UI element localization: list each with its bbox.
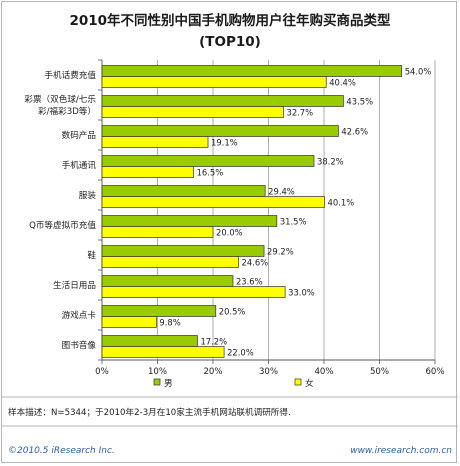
bar-female xyxy=(101,286,286,298)
bar-male xyxy=(101,185,266,197)
data-label: 29.2% xyxy=(267,246,294,256)
bar-female xyxy=(101,166,194,178)
x-tick-label: 60% xyxy=(425,367,444,377)
data-label: 33.0% xyxy=(288,287,315,297)
bar-female xyxy=(101,316,157,328)
legend-label: 男 xyxy=(164,378,173,389)
data-label: 17.2% xyxy=(200,336,227,346)
bar-female xyxy=(101,136,209,148)
copyright-text: ©2010.5 iResearch Inc. xyxy=(8,446,115,456)
x-tick-label: 20% xyxy=(203,367,222,377)
bar-male xyxy=(101,215,278,227)
bar-male xyxy=(101,245,265,257)
bar-male xyxy=(101,335,198,347)
x-tick-label: 0% xyxy=(95,367,109,377)
data-label: 23.6% xyxy=(236,276,263,286)
bar-female xyxy=(101,256,239,268)
data-label: 29.4% xyxy=(268,186,295,196)
bar-female xyxy=(101,346,225,358)
data-label: 24.6% xyxy=(242,257,269,267)
data-label: 16.5% xyxy=(197,167,224,177)
data-label: 20.0% xyxy=(216,227,243,237)
bar-male xyxy=(101,155,315,167)
x-tick-label: 30% xyxy=(259,367,278,377)
category-label-line2: 彩/福彩3D等） xyxy=(38,105,96,117)
category-label: 手机通讯 xyxy=(62,159,97,171)
chart-subtitle: (TOP10) xyxy=(199,34,261,50)
chart-title: 2010年不同性别中国手机购物用户往年购买商品类型 xyxy=(69,12,391,29)
data-label: 40.4% xyxy=(329,77,356,87)
data-label: 31.5% xyxy=(280,216,307,226)
category-label: 服装 xyxy=(79,189,97,201)
sample-note: 样本描述：N=5344；于2010年2-3月在10家主流手机网站联机调研所得. xyxy=(8,406,291,418)
category-label: 图书音像 xyxy=(62,339,97,351)
data-label: 42.6% xyxy=(341,126,368,136)
category-label: 生活日用品 xyxy=(53,279,96,291)
category-label: 彩票（双色球/七乐 xyxy=(24,93,96,105)
x-tick-label: 40% xyxy=(314,367,333,377)
data-label: 54.0% xyxy=(405,66,432,76)
bar-female xyxy=(101,106,284,118)
data-label: 22.0% xyxy=(227,347,254,357)
x-tick-label: 50% xyxy=(370,367,389,377)
bar-male xyxy=(101,275,234,287)
legend-swatch xyxy=(294,378,302,386)
bar-male xyxy=(101,65,403,77)
legend-label: 女 xyxy=(305,377,314,389)
category-label: 数码产品 xyxy=(62,129,96,141)
data-label: 38.2% xyxy=(317,156,344,166)
bar-male xyxy=(101,305,217,317)
x-tick-label: 10% xyxy=(148,367,167,377)
data-label: 20.5% xyxy=(219,306,246,316)
category-label: 手机话费充值 xyxy=(44,69,96,81)
category-label: Q币等虚拟币充值 xyxy=(29,219,96,231)
data-label: 43.5% xyxy=(346,96,373,106)
data-label: 40.1% xyxy=(328,197,355,207)
website-text: www.iresearch.com.cn xyxy=(350,446,452,456)
category-label: 游戏点卡 xyxy=(62,309,97,321)
data-label: 32.7% xyxy=(286,107,313,117)
bar-male xyxy=(101,125,339,137)
data-label: 19.1% xyxy=(211,137,238,147)
bar-female xyxy=(101,196,325,208)
category-label: 鞋 xyxy=(87,249,96,261)
legend-swatch xyxy=(153,378,161,386)
bar-male xyxy=(101,95,344,107)
bar-female xyxy=(101,76,327,88)
data-label: 9.8% xyxy=(159,317,180,327)
bar-female xyxy=(101,226,214,238)
